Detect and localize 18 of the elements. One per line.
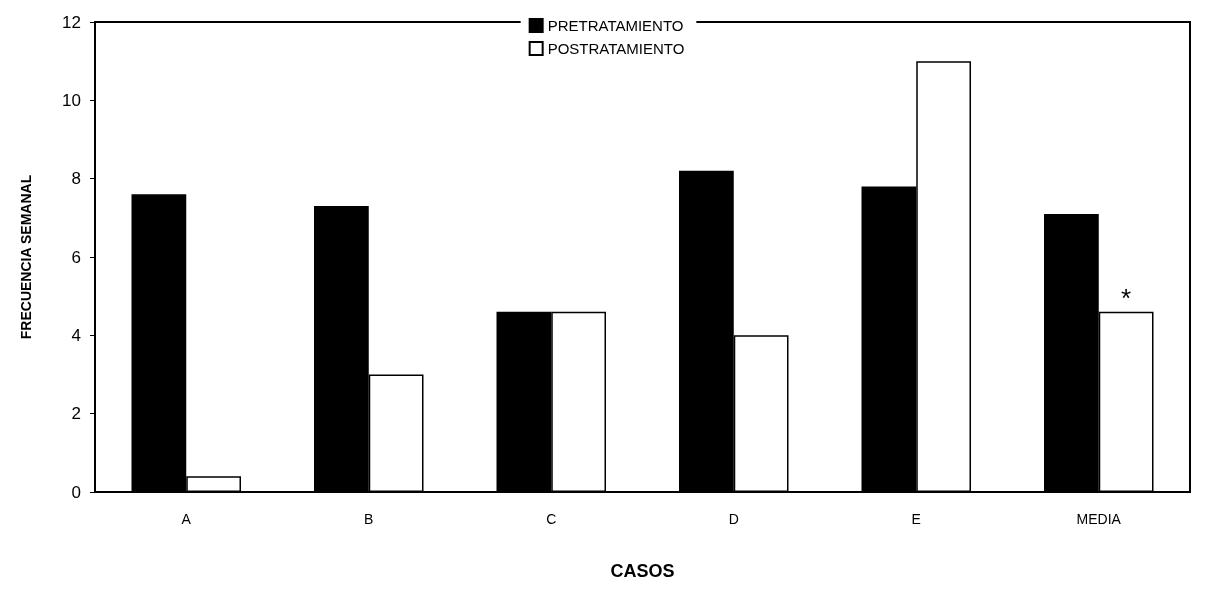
y-tick-label: 0	[71, 482, 81, 502]
y-tick-label: 2	[71, 404, 81, 424]
x-tick-label: E	[911, 511, 921, 527]
x-tick-label: MEDIA	[1076, 511, 1122, 527]
legend-label: POSTRATAMIENTO	[547, 40, 685, 57]
y-tick-label: 6	[71, 247, 81, 267]
x-axis-title: CASOS	[610, 561, 675, 581]
x-tick-label: B	[364, 511, 374, 527]
x-tick-label: D	[728, 511, 739, 527]
legend-label: PRETRATAMIENTO	[547, 17, 684, 34]
y-tick-label: 8	[71, 169, 81, 189]
annotation: *	[1121, 282, 1132, 313]
x-tick-label: A	[181, 511, 192, 527]
y-tick-label: 10	[62, 90, 81, 110]
y-tick-label: 12	[62, 12, 81, 32]
y-axis-title: FRECUENCIA SEMANAL	[18, 174, 34, 340]
x-tick-label: C	[546, 511, 557, 527]
y-tick-label: 4	[71, 325, 81, 345]
